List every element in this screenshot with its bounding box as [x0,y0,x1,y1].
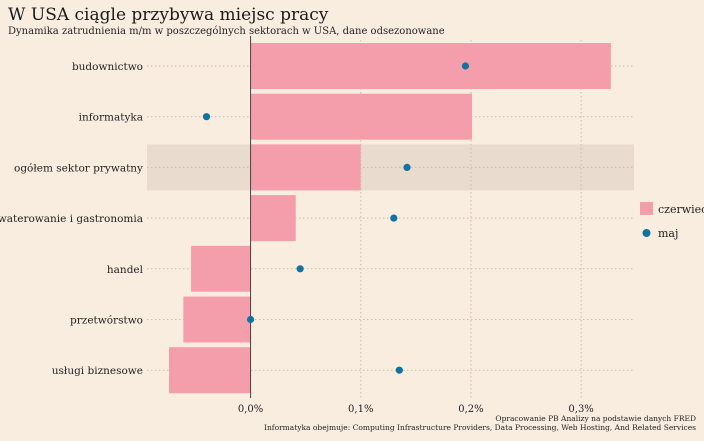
tick-label-layer: 0,0% 0,1% 0,2% 0,3% [238,404,594,415]
point-zakwaterowanie-i-gastronomia [390,214,398,222]
legend-swatch-czerwiec [640,202,653,215]
bar-przetworstwo [183,296,251,343]
bar-handel [191,245,251,292]
point-informatyka [202,113,211,121]
category-label-uslugi-biznesowe: usługi biznesowe [52,365,143,377]
legend-label-maj: maj [658,227,678,240]
bar-uslugi-biznesowe [169,347,251,394]
x-tick-label: 0,1% [348,404,373,415]
point-ogolem-sektor-prywatny [403,163,411,171]
x-tick-label: 0,2% [458,404,483,415]
point-budownictwo [461,62,470,70]
point-handel [296,265,304,273]
category-label-ogolem-sektor-prywatny: ogółem sektor prywatny [14,162,143,174]
caption-source: Opracowanie PB Analizy na podstawie dany… [495,414,696,423]
x-tick-label: 0,3% [568,404,593,415]
category-label-budownictwo: budownictwo [72,61,143,73]
category-label-informatyka: informatyka [79,112,143,124]
point-layer [202,62,470,374]
bar-informatyka [250,93,473,140]
legend-label-czerwiec: czerwiec [658,203,704,216]
category-label-przetworstwo: przetwórstwo [70,315,143,327]
x-tick-label: 0,0% [238,404,263,415]
point-uslugi-biznesowe [395,366,403,374]
chart-subtitle: Dynamika zatrudnienia m/m w poszczególny… [8,26,445,37]
bar-layer [169,43,611,394]
chart-title: W USA ciągle przybywa miejsc pracy [8,5,329,25]
category-label-handel: handel [107,264,144,276]
caption-note: Informatyka obejmuje: Computing Infrastr… [264,423,696,432]
legend: czerwiec maj [640,202,704,240]
bar-zakwaterowanie-i-gastronomia [250,195,296,242]
point-przetworstwo [246,315,255,324]
category-label-layer: budownictwo informatyka ogółem sektor pryw… [0,61,144,377]
category-label-zakwaterowanie-i-gastronomia: zakwaterowanie i gastronomia [0,213,143,225]
bar-budownictwo [250,43,611,89]
bar-ogolem-sektor-prywatny [250,144,361,191]
legend-swatch-maj [642,229,651,237]
